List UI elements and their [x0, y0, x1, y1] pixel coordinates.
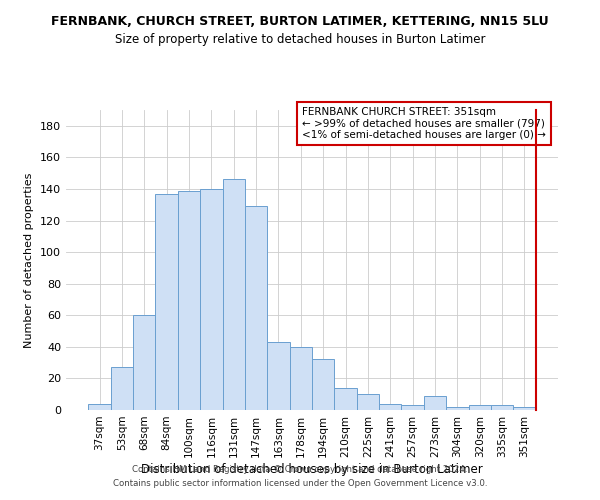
Bar — [469, 406, 491, 410]
Y-axis label: Number of detached properties: Number of detached properties — [25, 172, 34, 348]
Bar — [267, 342, 290, 410]
Text: Contains HM Land Registry data © Crown copyright and database right 2024.
Contai: Contains HM Land Registry data © Crown c… — [113, 466, 487, 487]
Bar — [357, 394, 379, 410]
Bar — [401, 406, 424, 410]
Bar — [88, 404, 111, 410]
Bar — [334, 388, 357, 410]
Bar — [200, 189, 223, 410]
Bar — [111, 368, 133, 410]
Bar — [245, 206, 267, 410]
Bar — [491, 406, 513, 410]
Bar — [223, 180, 245, 410]
Bar — [178, 190, 200, 410]
Bar — [133, 316, 155, 410]
X-axis label: Distribution of detached houses by size in Burton Latimer: Distribution of detached houses by size … — [141, 462, 483, 475]
Bar — [446, 407, 469, 410]
Bar — [424, 396, 446, 410]
Bar — [379, 404, 401, 410]
Bar — [290, 347, 312, 410]
Bar — [155, 194, 178, 410]
Text: FERNBANK CHURCH STREET: 351sqm
← >99% of detached houses are smaller (797)
<1% o: FERNBANK CHURCH STREET: 351sqm ← >99% of… — [302, 107, 546, 140]
Bar — [513, 407, 536, 410]
Text: Size of property relative to detached houses in Burton Latimer: Size of property relative to detached ho… — [115, 32, 485, 46]
Bar — [312, 360, 334, 410]
Text: FERNBANK, CHURCH STREET, BURTON LATIMER, KETTERING, NN15 5LU: FERNBANK, CHURCH STREET, BURTON LATIMER,… — [51, 15, 549, 28]
